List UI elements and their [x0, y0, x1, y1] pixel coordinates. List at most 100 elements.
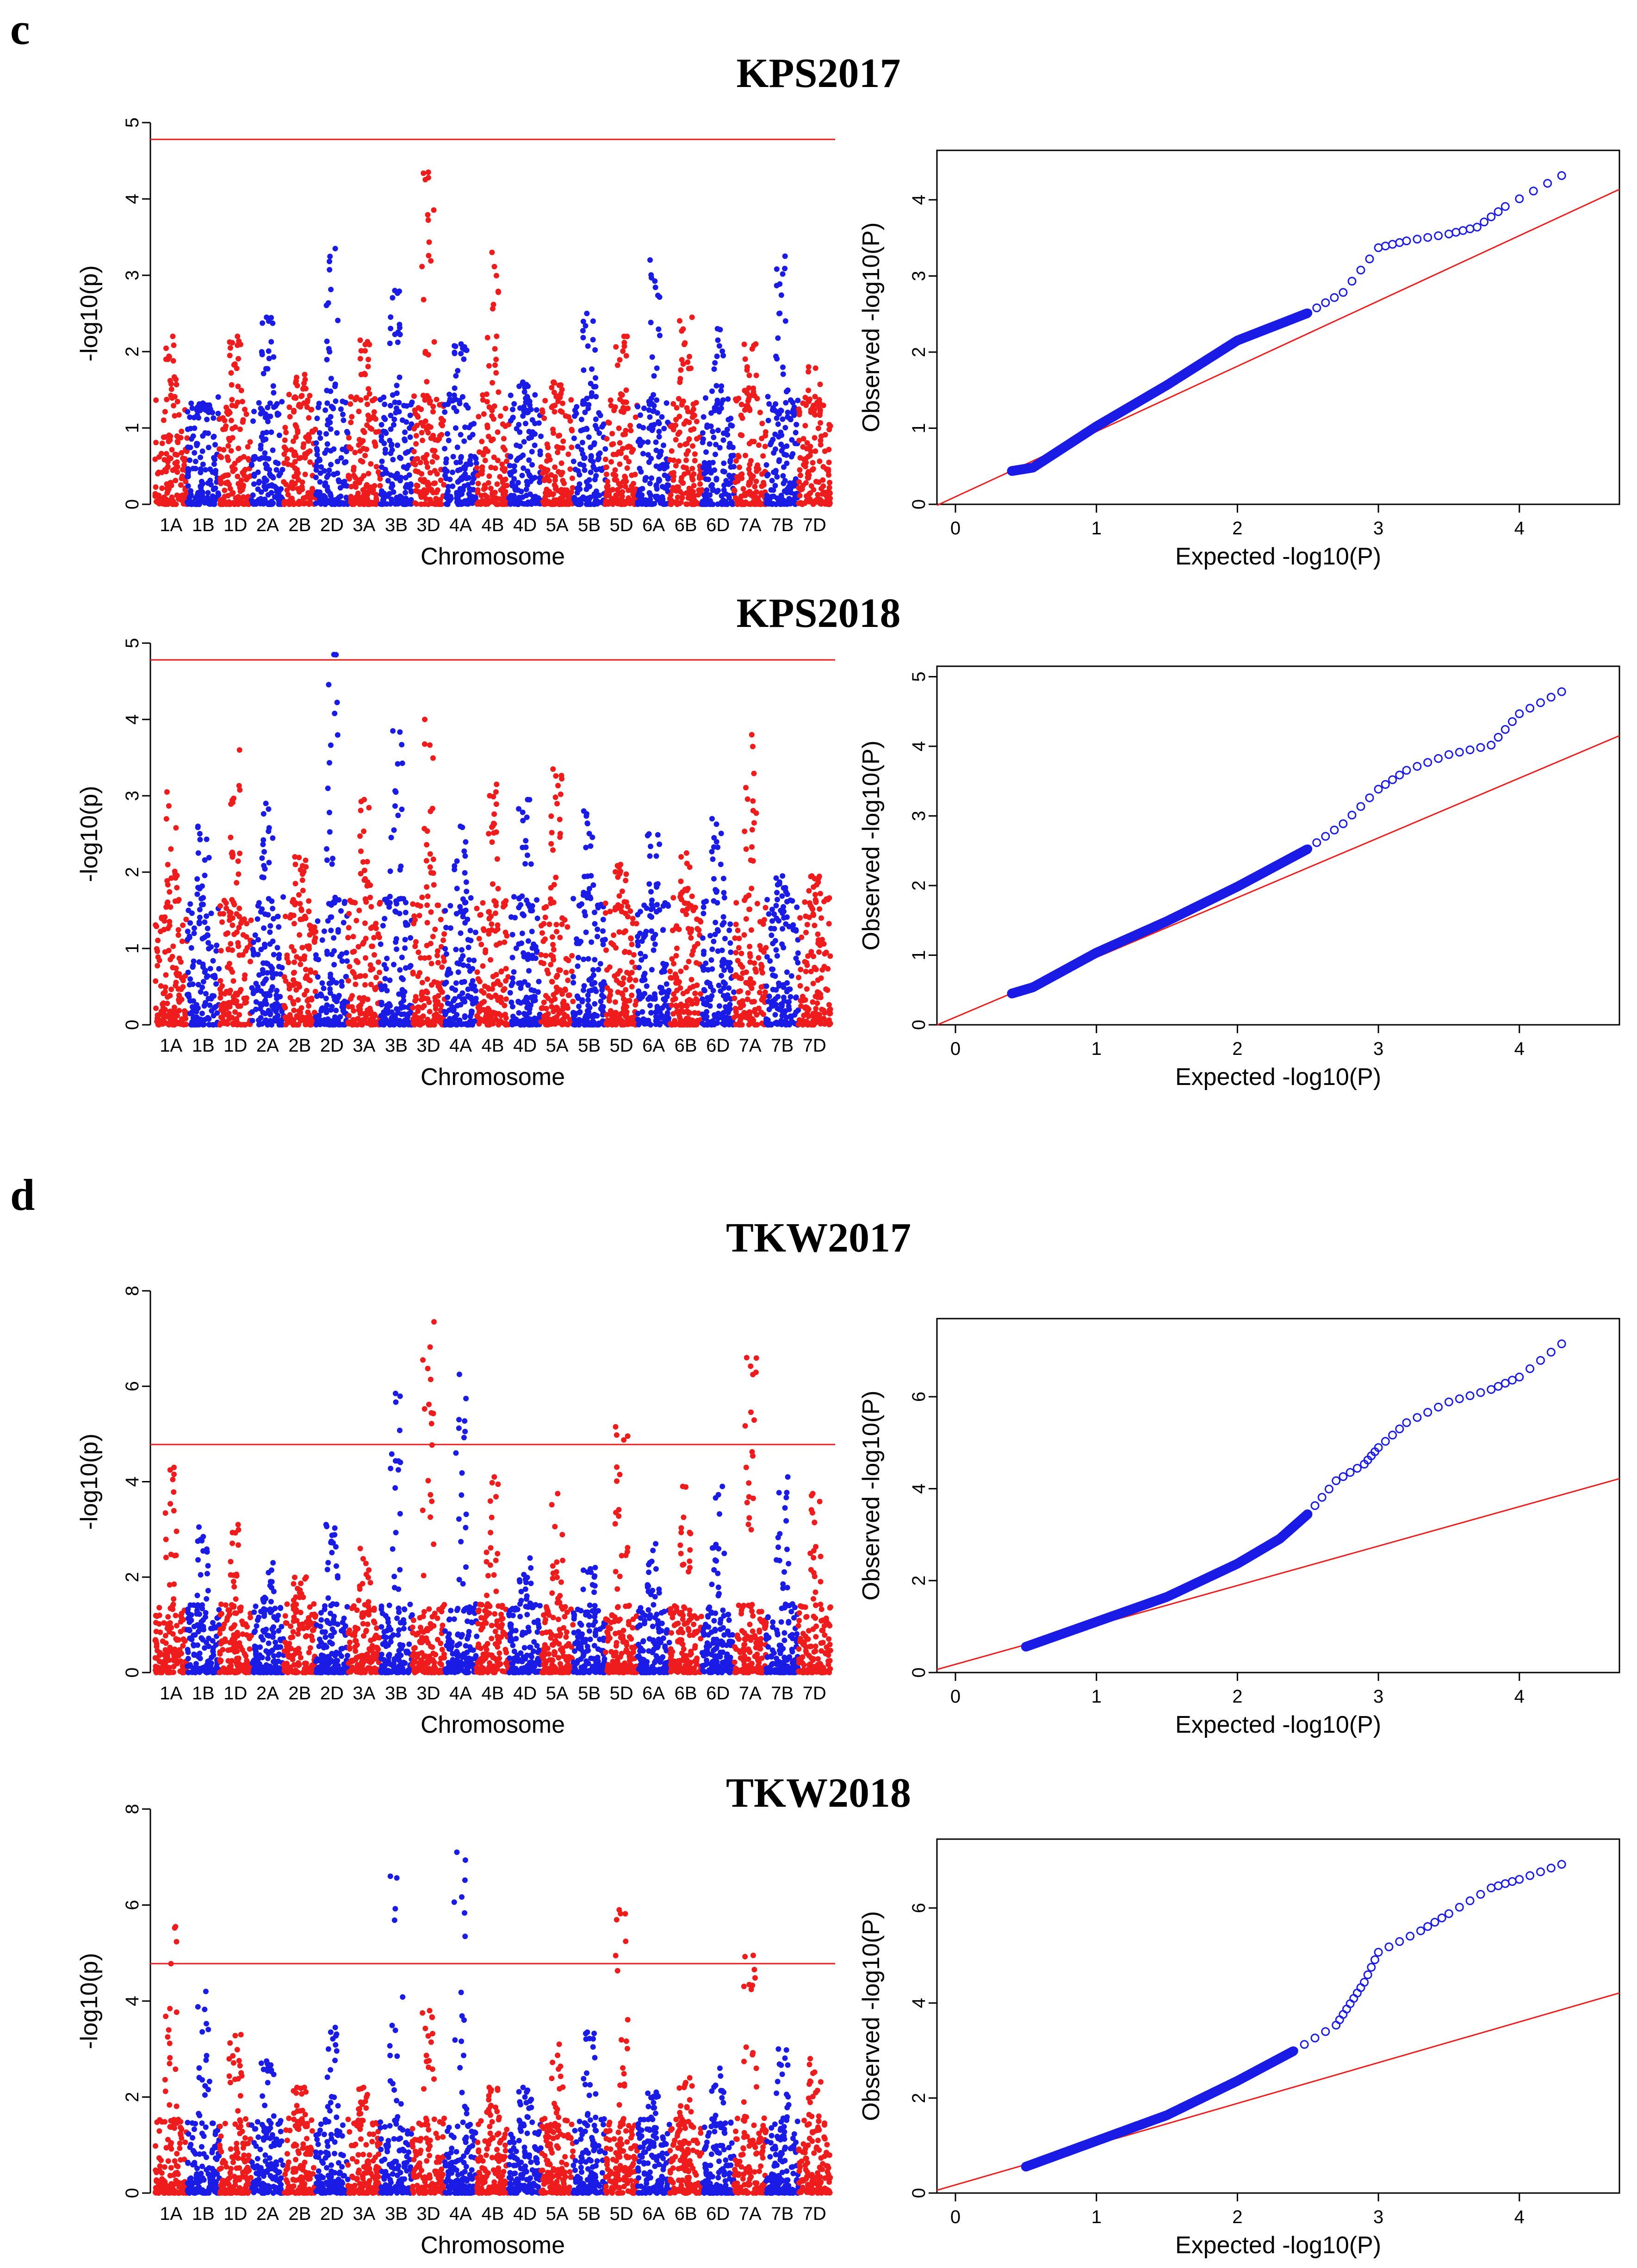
snp-point [593, 375, 598, 381]
snp-point [165, 882, 171, 888]
snp-point [432, 926, 438, 932]
snp-point [185, 409, 191, 415]
snp-point [202, 934, 208, 940]
snp-point [343, 495, 349, 501]
snp-point [262, 496, 268, 502]
snp-point [708, 410, 714, 416]
snp-point [690, 406, 696, 412]
snp-point [270, 835, 276, 841]
snp-point [217, 1022, 223, 1028]
snp-point [293, 434, 299, 440]
snp-point [502, 466, 508, 472]
snp-point [205, 445, 211, 451]
snp-point [290, 438, 296, 444]
snp-point [725, 417, 732, 422]
snp-point [803, 402, 809, 408]
snp-point [560, 477, 566, 483]
snp-point [313, 929, 319, 935]
snp-point [229, 397, 235, 403]
snp-point [200, 461, 206, 467]
snp-point [642, 477, 648, 483]
snp-point [550, 427, 556, 433]
snp-point [313, 440, 319, 446]
snp-point [646, 490, 652, 496]
snp-point [338, 455, 344, 461]
snp-point [253, 1006, 259, 1012]
snp-point [186, 982, 192, 988]
snp-point [425, 175, 431, 180]
snp-point [590, 459, 596, 465]
snp-point [191, 925, 197, 931]
snp-point [372, 501, 378, 507]
snp-point [241, 916, 247, 922]
snp-point [419, 264, 425, 270]
snp-point [430, 934, 436, 940]
snp-point [780, 271, 786, 277]
snp-point [413, 994, 419, 1000]
snp-point [275, 913, 281, 919]
snp-point [211, 434, 217, 440]
snp-point [424, 920, 430, 926]
snp-point [486, 986, 492, 992]
snp-point [703, 395, 708, 401]
snp-point [773, 468, 779, 474]
snp-point [326, 467, 332, 473]
snp-point [490, 302, 496, 308]
chromosome-1B-points [185, 824, 222, 1028]
snp-point [659, 494, 665, 500]
snp-point [657, 333, 663, 339]
snp-point [175, 932, 181, 938]
snp-point [291, 395, 297, 401]
chromosome-2A-points [249, 800, 287, 1028]
snp-point [363, 395, 369, 401]
snp-point [811, 487, 817, 493]
snp-point [353, 484, 359, 490]
y-tick-label: 1 [122, 943, 143, 954]
snp-point [346, 925, 352, 931]
snp-point [500, 485, 506, 491]
snp-point [459, 394, 465, 400]
snp-point [784, 460, 790, 466]
snp-point [165, 994, 170, 1000]
snp-point [459, 475, 465, 481]
snp-point [212, 975, 218, 981]
snp-point [396, 400, 402, 406]
snp-point [277, 471, 283, 476]
snp-point [402, 429, 408, 435]
snp-point [422, 995, 428, 1001]
chromosome-3A-points [345, 797, 383, 1028]
snp-point [185, 499, 190, 505]
snp-point [591, 384, 597, 390]
snp-point [510, 407, 515, 412]
snp-point [264, 477, 269, 483]
snp-point [560, 438, 566, 444]
snp-point [453, 459, 459, 465]
snp-point [623, 353, 629, 359]
snp-point [299, 871, 305, 877]
snp-point [377, 899, 383, 905]
snp-point [669, 448, 675, 454]
snp-point [181, 462, 187, 468]
snp-point [155, 937, 161, 943]
snp-point [425, 169, 431, 175]
snp-point [168, 386, 174, 392]
snp-point [358, 458, 364, 464]
snp-point [426, 954, 432, 960]
snp-point [254, 916, 260, 922]
snp-point [522, 861, 528, 867]
snp-point [174, 885, 180, 891]
snp-point [485, 434, 491, 440]
snp-point [235, 384, 241, 390]
snp-point [200, 961, 206, 967]
snp-point [303, 1022, 309, 1028]
snp-point [366, 501, 372, 506]
snp-point [165, 356, 171, 362]
snp-point [788, 454, 794, 459]
snp-point [395, 812, 401, 818]
snp-point [508, 418, 514, 424]
snp-point [532, 392, 538, 398]
snp-point [454, 858, 460, 864]
snp-point [479, 471, 485, 477]
snp-point [767, 441, 773, 447]
snp-point [174, 439, 180, 445]
